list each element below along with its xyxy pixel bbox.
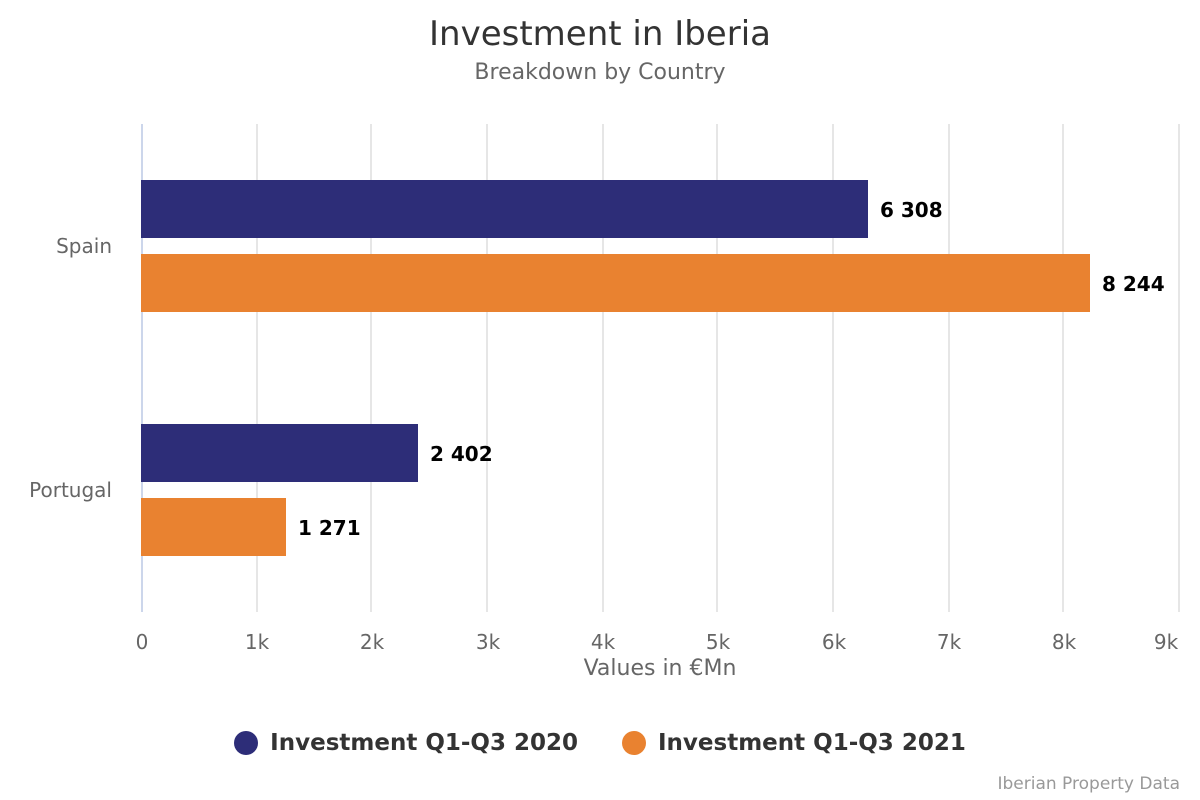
x-tick-label: 2k bbox=[359, 630, 385, 654]
gridline bbox=[1062, 124, 1064, 612]
legend-label: Investment Q1-Q3 2021 bbox=[658, 730, 966, 756]
y-axis-line bbox=[141, 124, 143, 612]
legend-label: Investment Q1-Q3 2020 bbox=[270, 730, 578, 756]
credits-link[interactable]: Iberian Property Data bbox=[997, 774, 1180, 794]
x-tick-label: 1k bbox=[244, 630, 270, 654]
data-label-spain-2020: 6 308 bbox=[880, 198, 943, 222]
plot-area: 6 308 8 244 2 402 1 271 bbox=[141, 124, 1181, 612]
gridline bbox=[256, 124, 258, 612]
data-label-portugal-2020: 2 402 bbox=[430, 442, 493, 466]
gridline bbox=[948, 124, 950, 612]
gridline bbox=[1178, 124, 1180, 612]
x-tick-label: 6k bbox=[821, 630, 847, 654]
x-tick-label: 0 bbox=[135, 630, 149, 654]
chart-title: Investment in Iberia bbox=[429, 14, 771, 54]
category-label-portugal: Portugal bbox=[29, 478, 112, 502]
circle-marker-icon bbox=[234, 731, 259, 755]
x-tick-label: 5k bbox=[705, 630, 731, 654]
gridline bbox=[716, 124, 718, 612]
x-axis-title: Values in €Mn bbox=[583, 656, 737, 681]
x-tick-label: 8k bbox=[1051, 630, 1077, 654]
gridline bbox=[486, 124, 488, 612]
bar-portugal-2020[interactable] bbox=[141, 424, 418, 482]
data-label-portugal-2021: 1 271 bbox=[298, 516, 361, 540]
legend: Investment Q1-Q3 2020 Investment Q1-Q3 2… bbox=[0, 730, 1200, 756]
category-label-spain: Spain bbox=[56, 234, 112, 258]
x-tick-label: 7k bbox=[936, 630, 962, 654]
legend-item-2021[interactable]: Investment Q1-Q3 2021 bbox=[622, 730, 966, 756]
chart-subtitle: Breakdown by Country bbox=[474, 60, 726, 85]
legend-item-2020[interactable]: Investment Q1-Q3 2020 bbox=[234, 730, 578, 756]
gridline bbox=[602, 124, 604, 612]
gridline bbox=[370, 124, 372, 612]
bar-spain-2020[interactable] bbox=[141, 180, 868, 238]
circle-marker-icon bbox=[622, 731, 646, 755]
bar-portugal-2021[interactable] bbox=[141, 498, 286, 556]
bar-spain-2021[interactable] bbox=[141, 254, 1090, 312]
data-label-spain-2021: 8 244 bbox=[1102, 272, 1165, 296]
x-tick-label: 9k bbox=[1153, 630, 1179, 654]
x-tick-label: 3k bbox=[475, 630, 501, 654]
x-tick-label: 4k bbox=[590, 630, 616, 654]
gridline bbox=[832, 124, 834, 612]
